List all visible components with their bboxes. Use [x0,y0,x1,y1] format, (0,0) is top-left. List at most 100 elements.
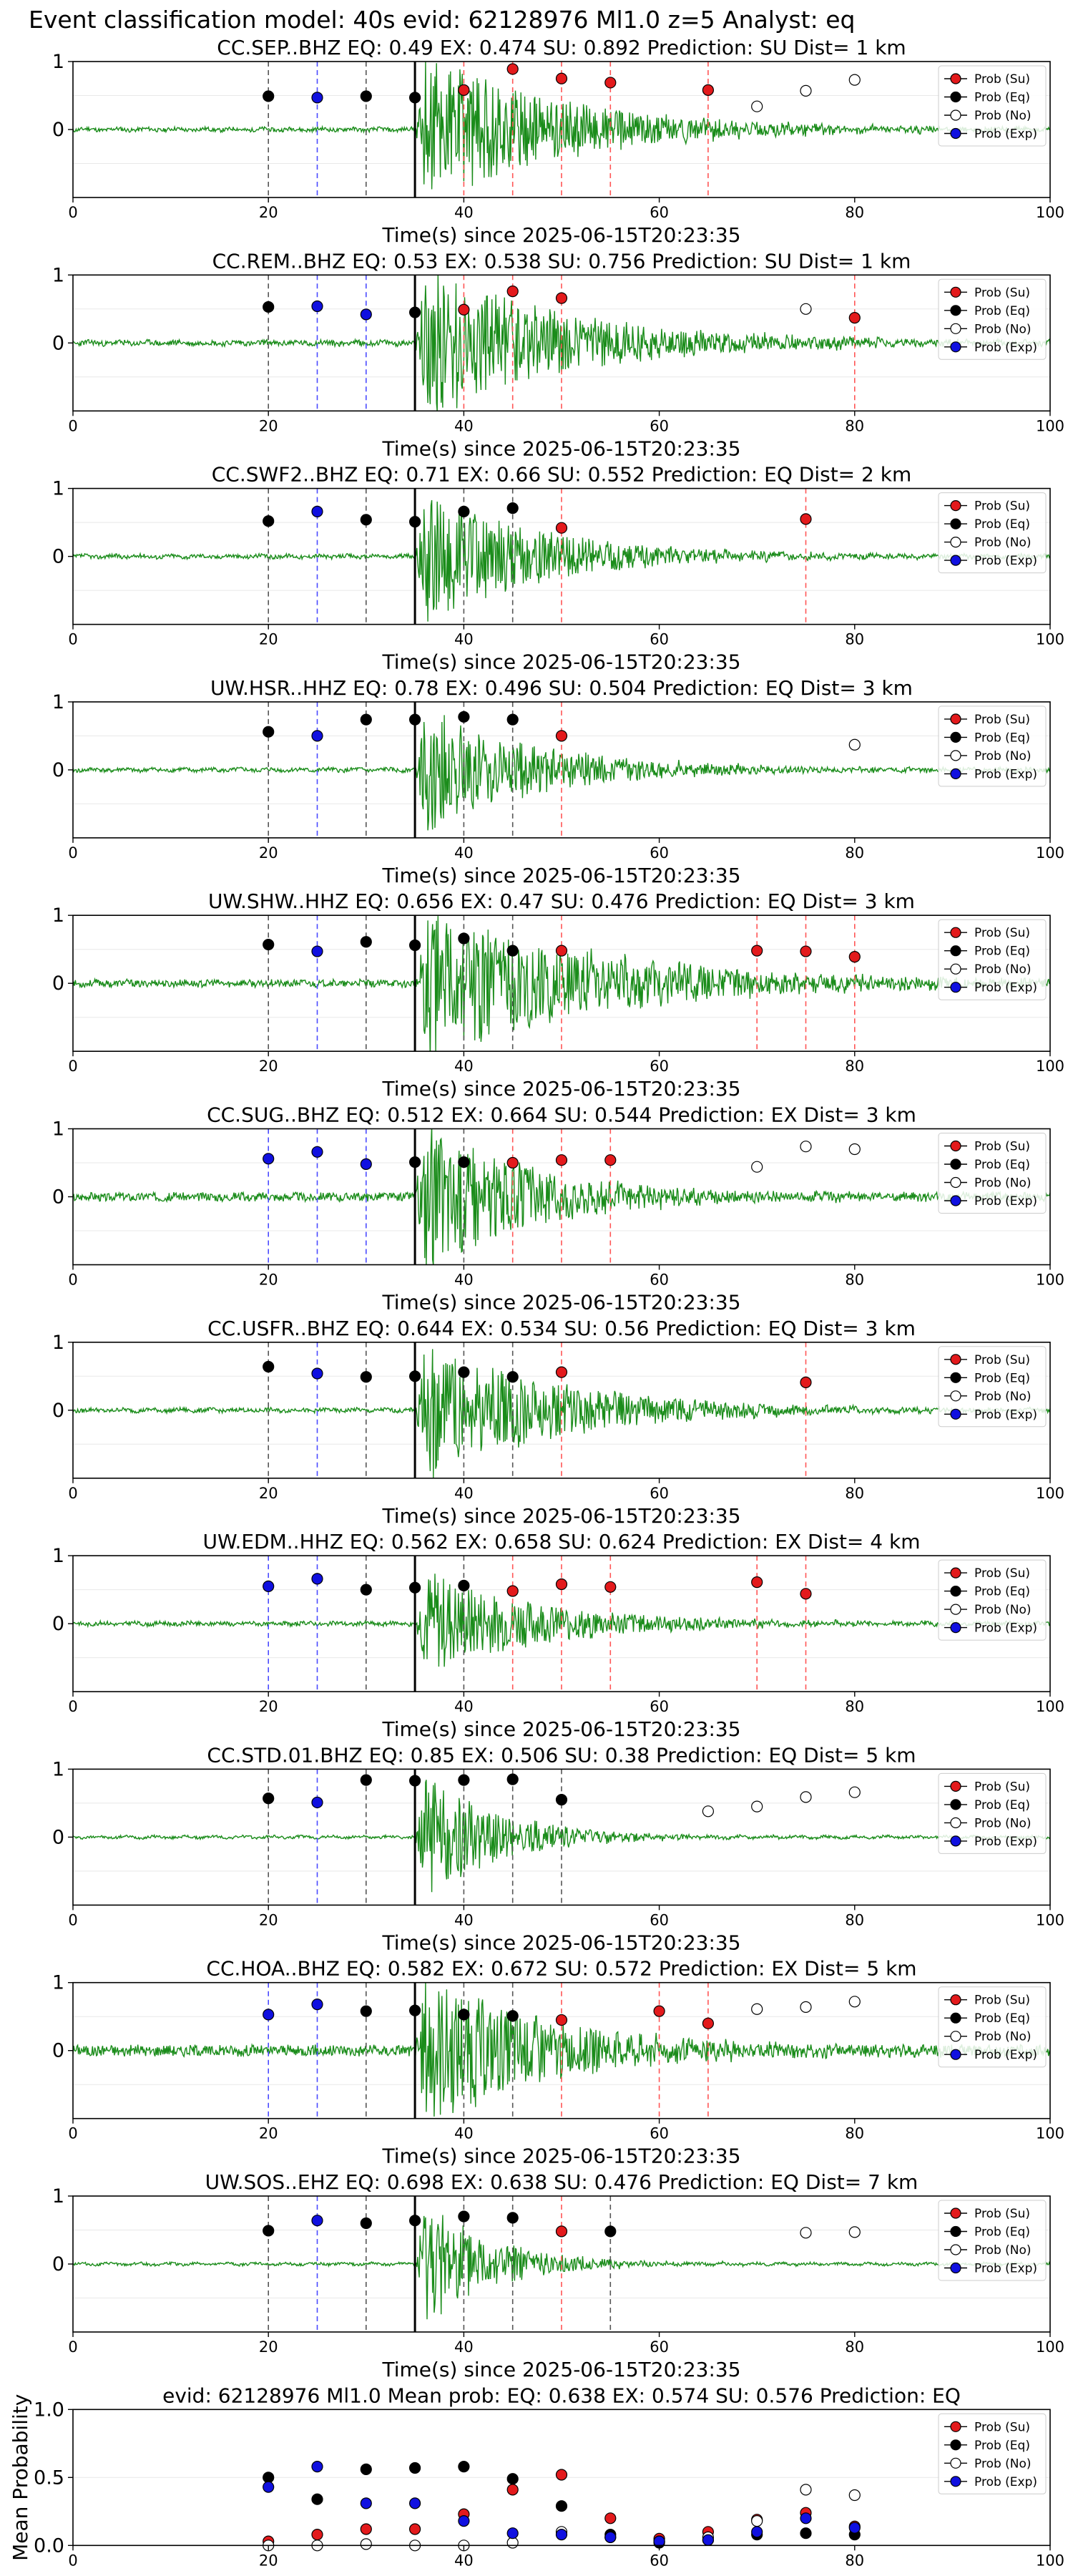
legend-box [938,2413,1047,2494]
mean-prob-point [555,2500,568,2512]
prob-point [311,1146,323,1158]
legend: Prob (Su) Prob (Eq) Prob (No) Prob (Exp) [938,1772,1047,1854]
prob-point [800,1376,812,1388]
legend-label: Prob (No) [974,1603,1032,1617]
prob-point [506,286,519,298]
mean-prob-point [360,2523,372,2535]
legend-marker [950,1195,961,1206]
mean-prob-point [311,2493,323,2505]
waveform-trace [73,916,1050,1052]
legend-marker [950,109,961,121]
legend-label: Prob (Exp) [974,2475,1037,2489]
prob-point [702,2017,715,2029]
legend-label: Prob (No) [974,749,1032,763]
legend-label: Prob (Su) [974,1353,1030,1367]
legend-marker [950,731,961,743]
prob-point [506,2010,519,2022]
mean-prob-point [751,2526,763,2538]
x-tick-label: 80 [845,1058,864,1075]
legend-box [938,2200,1047,2281]
y-tick-label: 0 [52,972,64,995]
y-axis-label: Mean Probability [9,2394,32,2561]
legend-marker [950,555,961,566]
legend-marker [950,1799,961,1810]
mean-prob-point [800,2484,812,2496]
prob-point [458,1579,470,1591]
mean-prob-point [848,2522,861,2534]
x-tick-label: 0 [68,844,77,862]
x-tick-label: 60 [650,417,669,434]
x-axis-label: Time(s) since 2025-06-15T20:23:35 [381,1077,740,1101]
prob-point [311,2215,323,2227]
prob-point [263,1360,275,1373]
x-tick-label: 40 [454,2338,474,2356]
prob-point [263,938,275,951]
legend-marker [950,286,961,298]
y-tick-label: 1 [52,1758,64,1780]
prob-point [263,1153,275,1165]
mean-probability-chart: evid: 62128976 Ml1.0 Mean prob: EQ: 0.63… [9,2384,1064,2569]
legend-label: Prob (Exp) [974,2048,1037,2062]
chart-title: CC.SUG..BHZ EQ: 0.512 EX: 0.664 SU: 0.54… [207,1103,916,1127]
legend-label: Prob (No) [974,2457,1032,2471]
prob-point [506,1773,519,1785]
prob-point [800,1141,812,1153]
y-tick-label: 0 [52,759,64,781]
legend-label: Prob (Su) [974,72,1030,87]
legend-label: Prob (Eq) [974,945,1030,959]
x-tick-label: 20 [259,1272,278,1289]
prob-point [360,2005,372,2017]
prob-point [311,1796,323,1809]
x-tick-label: 0 [68,2338,77,2356]
legend: Prob (Su) Prob (Eq) Prob (No) Prob (Exp) [938,278,1047,360]
prob-point [458,303,470,316]
x-tick-label: 40 [454,1698,474,1715]
prob-point [360,308,372,321]
prob-point [751,1576,763,1589]
y-tick-label: 1 [52,1545,64,1567]
mean-prob-point [604,2531,617,2543]
x-tick-label: 60 [650,1058,669,1075]
x-tick-label: 80 [845,2552,864,2569]
legend-box [938,1772,1047,1854]
legend-marker [950,2049,961,2060]
x-tick-label: 100 [1036,2125,1064,2142]
legend-box [938,1346,1047,1428]
y-tick-label: 0 [52,546,64,568]
y-tick-label: 0.0 [34,2534,64,2557]
x-tick-label: 0 [68,2552,77,2569]
legend-marker [950,1835,961,1847]
x-tick-label: 40 [454,2125,474,2142]
prob-point [800,303,812,315]
legend-marker [950,2244,961,2255]
prob-point [848,738,861,751]
chart-title: CC.STD.01.BHZ EQ: 0.85 EX: 0.506 SU: 0.3… [207,1743,916,1767]
x-tick-label: 100 [1036,2338,1064,2356]
prob-point [408,516,421,528]
prob-point [360,2217,372,2230]
station-chart: UW.EDM..HHZ EQ: 0.562 EX: 0.658 SU: 0.62… [52,1530,1064,1741]
x-tick-label: 80 [845,1911,864,1928]
y-tick-label: 1 [52,51,64,73]
prob-point [800,513,812,525]
station-chart: CC.STD.01.BHZ EQ: 0.85 EX: 0.506 SU: 0.3… [52,1743,1064,1954]
legend-label: Prob (Eq) [974,517,1030,532]
x-tick-label: 40 [454,417,474,434]
x-tick-label: 0 [68,1698,77,1715]
legend: Prob (Su) Prob (Eq) Prob (No) Prob (Exp) [938,2200,1047,2281]
x-tick-label: 60 [650,1698,669,1715]
x-tick-label: 0 [68,204,77,221]
station-chart: UW.SOS..EHZ EQ: 0.698 EX: 0.638 SU: 0.47… [52,2170,1064,2381]
legend-marker [950,1817,961,1828]
station-chart: UW.SHW..HHZ EQ: 0.656 EX: 0.47 SU: 0.476… [52,889,1064,1101]
legend-label: Prob (No) [974,536,1032,550]
chart-title: CC.SEP..BHZ EQ: 0.49 EX: 0.474 SU: 0.892… [217,36,906,59]
legend-label: Prob (Exp) [974,554,1037,568]
mean-prob-point [311,2461,323,2473]
prob-point [800,2001,812,2013]
prob-point [800,945,812,957]
prob-point [506,1371,519,1383]
prob-point [555,292,568,304]
x-axis-label: Time(s) since 2025-06-15T20:23:35 [381,1291,740,1314]
legend-marker [950,982,961,993]
